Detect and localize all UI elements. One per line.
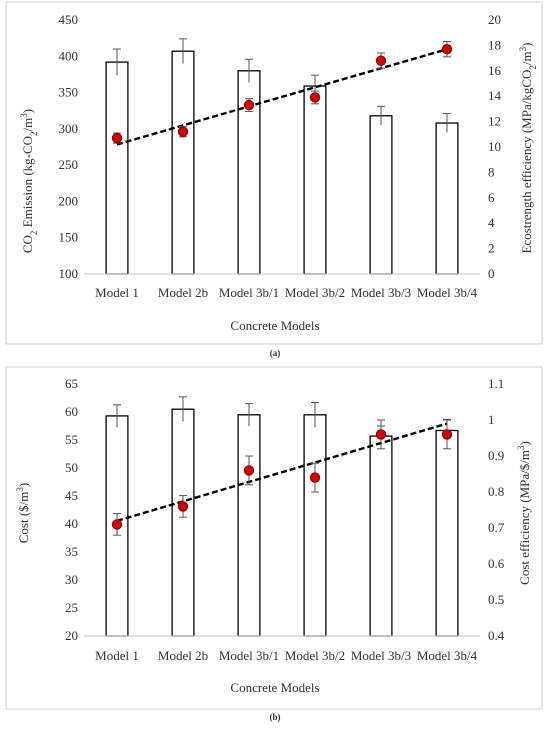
category-label: Model 2b: [158, 285, 208, 300]
panel-a-plot: 100 150 200 250 300 350 400 450 0 2 4 6 8 10 12 14 16 18 2…: [59, 12, 502, 300]
category-label: Model 3b/3: [351, 285, 411, 300]
bar: [171, 408, 195, 637]
ytick-label: 25: [65, 600, 78, 615]
category-label: Model 3b/2: [285, 285, 345, 300]
y2tick-label: 2: [488, 241, 495, 256]
bar: [435, 122, 459, 275]
y2tick-label: 6: [488, 190, 495, 205]
ytick-label: 200: [59, 193, 79, 208]
y2tick-label: 0.8: [488, 484, 504, 499]
data-point: [309, 92, 321, 103]
trendline: [116, 48, 448, 146]
y2tick-label: 12: [488, 114, 501, 129]
ytick-label: 35: [65, 544, 78, 559]
data-point: [441, 44, 453, 55]
ytick-label: 40: [65, 516, 78, 531]
ytick-label: 45: [65, 488, 78, 503]
y2tick-label: 4: [488, 215, 495, 230]
data-point: [375, 55, 387, 66]
ytick-label: 450: [59, 12, 79, 27]
ytick-label: 250: [59, 157, 79, 172]
panel-b-ylabel2: Cost efficiency (MPa/$/m3): [516, 441, 532, 585]
y2tick-label: 8: [488, 164, 495, 179]
panel-b-xlabel: Concrete Models: [230, 680, 319, 695]
panel-a-xlabel: Concrete Models: [230, 318, 319, 333]
bar: [303, 85, 327, 275]
bar: [303, 414, 327, 637]
data-point: [375, 429, 387, 440]
y2tick-label: 1.1: [488, 376, 504, 391]
ytick-label: 60: [65, 404, 78, 419]
panel-a-ylabel: CO2 Emission (kg-CO2/m3): [19, 109, 39, 253]
y2tick-label: 0.7: [488, 520, 505, 535]
y2tick-label: 14: [488, 88, 502, 103]
data-point: [243, 465, 255, 476]
category-label: Model 1: [95, 285, 139, 300]
y2tick-label: 0.4: [488, 628, 505, 643]
bar: [369, 115, 393, 275]
ytick-label: 350: [59, 85, 79, 100]
panel-b-plot: 20 25 30 35 40 45 50 55 60 65 0.4 0.5 0.6 0.7 0.8 0.9 1 1…: [65, 376, 505, 663]
category-label: Model 3b/4: [417, 648, 478, 663]
ytick-label: 400: [59, 48, 79, 63]
panel-a-caption: (a): [270, 348, 281, 358]
panel-b-caption: (b): [270, 712, 281, 722]
data-point: [309, 472, 321, 483]
data-point: [111, 132, 123, 144]
data-point: [441, 429, 453, 440]
ytick-label: 150: [59, 230, 79, 245]
y2tick-label: 10: [488, 139, 501, 154]
category-label: Model 3b/2: [285, 648, 345, 663]
ytick-label: 30: [65, 572, 78, 587]
category-label: Model 2b: [158, 648, 208, 663]
category-label: Model 3b/1: [219, 648, 279, 663]
y2tick-label: 0.6: [488, 556, 505, 571]
y2tick-label: 1: [488, 412, 495, 427]
ytick-label: 20: [65, 628, 78, 643]
panel-b-ylabel: Cost ($/m3): [15, 483, 31, 544]
bar: [105, 61, 129, 275]
trendline: [116, 422, 448, 522]
category-label: Model 3b/1: [219, 285, 279, 300]
bar: [435, 429, 459, 637]
ytick-label: 100: [59, 266, 79, 281]
panel-a: 100 150 200 250 300 350 400 450 0 2 4 6 8 10 12 14 16 18 2…: [5, 1, 543, 345]
y2tick-label: 18: [488, 37, 501, 52]
bar: [369, 435, 393, 637]
panel-b: 20 25 30 35 40 45 50 55 60 65 0.4 0.5 0.6 0.7 0.8 0.9 1 1…: [5, 366, 543, 710]
bar: [171, 50, 195, 275]
y2tick-label: 20: [488, 12, 501, 27]
category-label: Model 1: [95, 648, 139, 663]
data-point: [111, 519, 123, 530]
ytick-label: 65: [65, 376, 78, 391]
y2tick-label: 16: [488, 63, 502, 78]
y2tick-label: 0.5: [488, 592, 504, 607]
category-label: Model 3b/3: [351, 648, 411, 663]
y2tick-label: 0: [488, 266, 495, 281]
category-label: Model 3b/4: [417, 285, 478, 300]
data-point: [243, 99, 255, 111]
y2tick-label: 0.9: [488, 448, 504, 463]
bar: [237, 414, 261, 637]
ytick-label: 55: [65, 432, 78, 447]
data-point: [177, 126, 189, 137]
ytick-label: 300: [59, 121, 79, 136]
panel-a-ylabel2: Ecostrength efficiency (MPa/kgCO2/m3): [518, 43, 538, 254]
ytick-label: 50: [65, 460, 78, 475]
data-point: [177, 501, 189, 512]
